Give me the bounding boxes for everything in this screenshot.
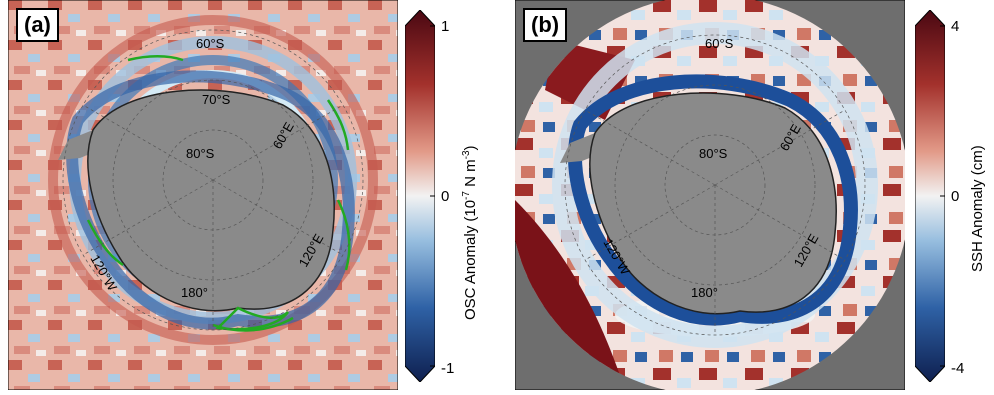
lat-label-80s-b: 80°S (699, 146, 728, 161)
cbar-b-title: SSH Anomaly (cm) (969, 145, 986, 272)
lat-label-80s: 80°S (186, 146, 215, 161)
colorbar-b-gradient (914, 9, 946, 383)
lat-label-70s: 70°S (202, 92, 231, 107)
lon-label-180-b: 180° (691, 285, 718, 300)
colorbar-a-gradient (404, 9, 436, 383)
ssh-anomaly-map: 60°S 80°S 120°W 60°E 120°E 180° (514, 0, 906, 391)
cbar-b-max: 4 (951, 18, 960, 35)
antarctica-landmass (87, 90, 335, 311)
cbar-b-mid: 0 (951, 188, 960, 205)
lon-label-180: 180° (181, 285, 208, 300)
lat-label-60s-b: 60°S (705, 36, 734, 51)
panel-b-map: 60°S 80°S 120°W 60°E 120°E 180° (b) (514, 0, 906, 391)
lat-label-60s: 60°S (196, 36, 225, 51)
panel-a-label: (a) (16, 8, 59, 42)
cbar-a-max: 1 (441, 18, 450, 35)
cbar-a-mid: 0 (441, 188, 450, 205)
colorbar-b: 4 0 -4 SSH Anomaly (cm) (914, 9, 986, 387)
panel-b-label: (b) (523, 8, 568, 42)
colorbar-a: 1 0 -1 OSC Anomaly (10-7 N m-3) (404, 9, 479, 387)
cbar-a-min: -1 (441, 360, 455, 377)
cbar-b-min: -4 (951, 360, 965, 377)
osc-anomaly-map: 60°S 70°S 80°S 120°W 60°E 120°E 180° (7, 0, 399, 391)
panel-a-map: 60°S 70°S 80°S 120°W 60°E 120°E 180° (a) (7, 0, 399, 391)
cbar-a-title: OSC Anomaly (10-7 N m-3) (461, 145, 479, 320)
